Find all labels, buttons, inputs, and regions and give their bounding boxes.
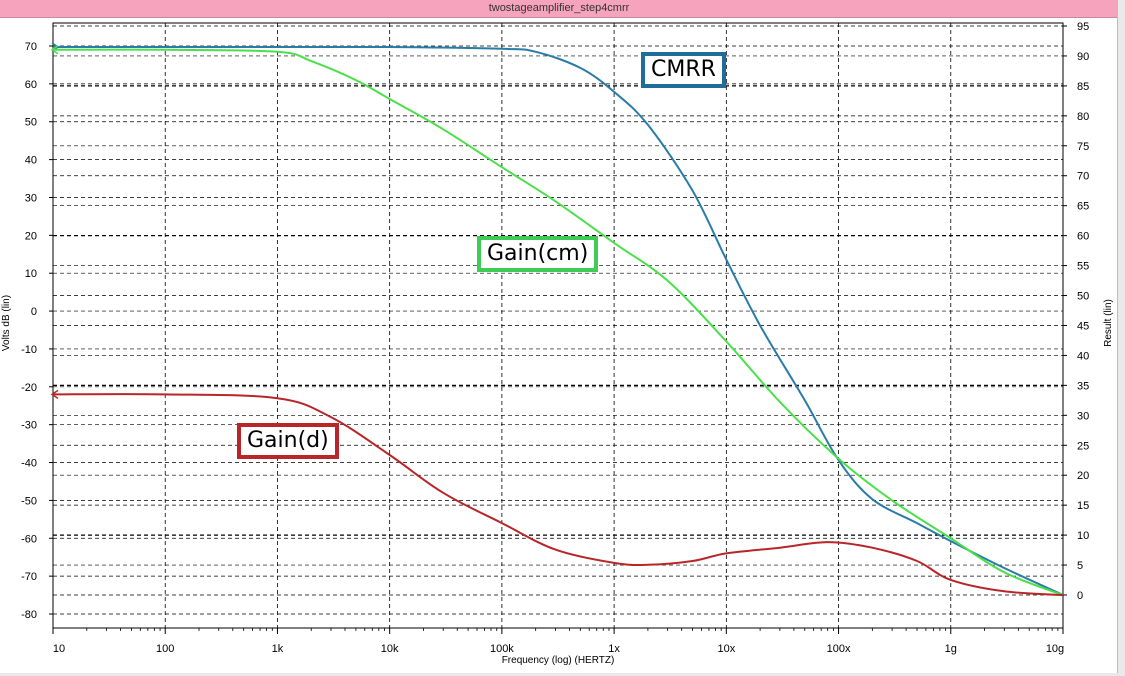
y-right-tick-label: 65 — [1077, 201, 1089, 213]
y-right-tick-label: 60 — [1077, 231, 1089, 243]
x-tick-label: 10x — [717, 643, 735, 655]
y-right-tick-label: 40 — [1077, 350, 1089, 362]
y-right-tick-label: 35 — [1077, 380, 1089, 392]
y-right-tick-label: 20 — [1077, 470, 1089, 482]
y-right-tick-label: 75 — [1077, 141, 1089, 153]
y-left-tick-label: -40 — [21, 458, 37, 470]
y-left-tick-label: -30 — [21, 420, 37, 432]
y-right-tick-label: 95 — [1077, 21, 1089, 33]
window-title: twostageamplifier_step4cmrr — [488, 2, 630, 14]
x-tick-label: 100k — [490, 643, 514, 655]
y-left-tick-label: -60 — [21, 533, 37, 545]
y-right-tick-label: 25 — [1077, 440, 1089, 452]
y-left-tick-label: 40 — [25, 155, 37, 167]
y-left-tick-label: -80 — [21, 609, 37, 621]
series-line-cmrr — [53, 45, 1064, 596]
y-left-tick-label: -70 — [21, 571, 37, 583]
y-right-axis-title: Result (lin) — [1103, 299, 1114, 347]
y-right-tick-label: 10 — [1077, 530, 1089, 542]
y-right-tick-label: 45 — [1077, 320, 1089, 332]
x-tick-label: 10 — [53, 643, 65, 655]
y-right-tick-label: 70 — [1077, 171, 1089, 183]
x-tick-label: 1k — [272, 643, 284, 655]
series-marker-gain-d — [50, 389, 59, 399]
x-tick-label: 100 — [156, 643, 174, 655]
y-left-tick-label: -20 — [21, 382, 37, 394]
x-tick-label: 100x — [827, 643, 851, 655]
y-right-tick-label: 15 — [1077, 500, 1089, 512]
y-left-tick-label: 70 — [25, 41, 37, 53]
y-right-tick-label: 90 — [1077, 51, 1089, 63]
y-left-tick-label: 30 — [25, 192, 37, 204]
series-marker-gain-cm — [50, 45, 59, 55]
window-titlebar: twostageamplifier_step4cmrr — [0, 0, 1118, 18]
x-tick-label: 1g — [945, 643, 957, 655]
x-tick-label: 10g — [1046, 643, 1064, 655]
x-tick-label: 10k — [381, 643, 399, 655]
y-right-tick-label: 80 — [1077, 111, 1089, 123]
gain-cm-annotation: Gain(cm) — [477, 236, 599, 272]
x-axis-title: Frequency (log) (HERTZ) — [502, 655, 615, 666]
y-left-tick-label: 50 — [25, 117, 37, 129]
y-right-tick-label: 50 — [1077, 291, 1089, 303]
window-right-border — [1117, 0, 1125, 676]
y-right-tick-label: 55 — [1077, 261, 1089, 273]
y-right-tick-label: 5 — [1077, 560, 1083, 572]
y-right-tick-label: 0 — [1077, 590, 1083, 602]
y-right-tick-label: 85 — [1077, 81, 1089, 93]
cmrr-annotation: CMRR — [641, 52, 726, 88]
y-left-tick-label: 20 — [25, 230, 37, 242]
y-left-tick-label: -50 — [21, 495, 37, 507]
y-left-tick-label: 60 — [25, 79, 37, 91]
gain-d-annotation: Gain(d) — [237, 423, 339, 459]
y-right-tick-label: 30 — [1077, 410, 1089, 422]
y-left-tick-label: 0 — [31, 306, 37, 318]
window-bottom-border — [0, 673, 1118, 676]
series-line-gain-cm — [52, 48, 1064, 597]
x-tick-label: 1x — [608, 643, 620, 655]
y-left-tick-label: -10 — [21, 344, 37, 356]
y-left-tick-label: 10 — [25, 268, 37, 280]
y-left-axis-title: Volts dB (lin) — [1, 295, 12, 351]
series-line-gain-d — [52, 393, 1064, 597]
